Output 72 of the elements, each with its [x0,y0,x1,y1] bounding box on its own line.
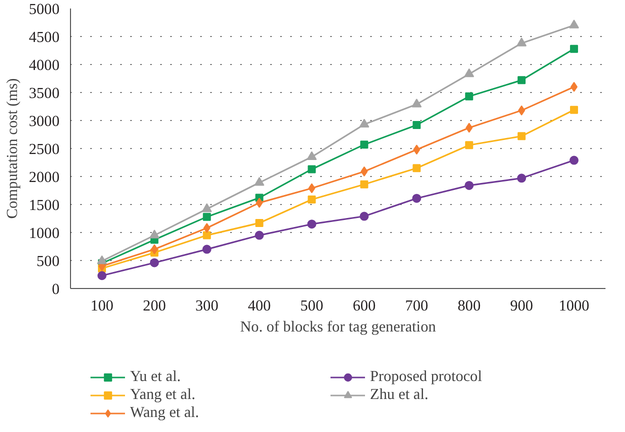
y-tick-label: 3500 [28,85,60,102]
point [308,195,316,204]
point [518,132,526,140]
point [516,38,527,46]
y-tick-label: 5000 [28,1,60,18]
x-tick-label: 500 [300,298,324,314]
point [254,230,264,240]
point [464,180,474,190]
point [202,212,211,221]
point [570,106,578,114]
x-tick-label: 700 [405,298,429,314]
point [150,244,158,254]
y-tick-label: 2000 [28,169,60,186]
point [202,244,212,254]
point [308,165,316,174]
x-tick-label: 600 [352,298,376,314]
point [518,105,526,116]
legend-label: Yang et al. [130,386,196,404]
point [255,218,264,227]
y-tick-label: 0 [52,281,60,298]
point [203,223,210,234]
x-tick-label: 300 [195,298,219,314]
point [570,156,579,165]
x-tick-label: 400 [248,298,272,314]
y-tick-label: 1000 [28,225,60,242]
point [149,230,160,238]
point [359,118,370,128]
point [150,258,159,268]
point [202,203,212,212]
point [412,98,422,108]
point [308,183,316,194]
y-tick-label: 4000 [28,57,60,74]
x-tick-label: 900 [510,298,534,314]
point [360,140,368,149]
point [569,20,580,28]
point [570,44,578,53]
point [517,174,526,183]
y-axis-title: Computation cost (ms) [4,78,21,219]
point [466,122,473,133]
point [465,92,474,100]
point [413,144,420,155]
y-tick-label: 500 [36,253,60,270]
x-axis-title: No. of blocks for tag generation [240,318,436,336]
y-tick-label: 1500 [28,197,60,214]
point [256,198,263,208]
x-tick-label: 800 [458,298,481,314]
point [96,255,107,264]
x-tick-label: 100 [90,298,114,314]
point [412,120,421,129]
point [97,271,106,280]
legend-label: Yu et al. [130,368,182,386]
point [412,164,421,172]
point [254,176,264,186]
point [518,76,526,84]
point [307,220,316,229]
x-tick-label: 200 [142,298,166,314]
y-tick-label: 2500 [28,141,60,158]
y-tick-label: 4500 [28,29,60,46]
y-tick-label: 3000 [28,113,60,130]
point [360,212,369,221]
legend-label: Proposed protocol [370,368,483,386]
point [360,166,368,176]
point [412,194,422,203]
x-tick-label: 1000 [558,298,590,314]
point [570,82,578,92]
point [202,231,211,240]
point [465,141,474,150]
legend-label: Zhu et al. [370,386,430,404]
point [360,180,368,188]
legend-label: Wang et al. [130,404,200,422]
point [464,68,474,78]
point [306,151,317,160]
